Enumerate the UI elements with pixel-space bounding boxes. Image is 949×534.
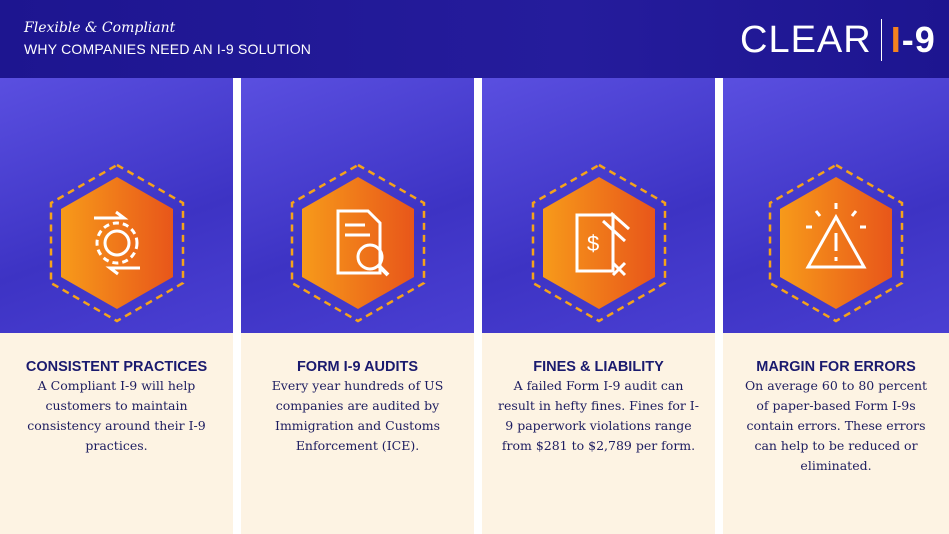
card-body: A failed Form I-9 audit can result in he… bbox=[498, 378, 699, 453]
card-title: FINES & LIABILITY bbox=[533, 359, 664, 375]
card-body: A Compliant I-9 will help customers to m… bbox=[27, 378, 206, 453]
page-title: WHY COMPANIES NEED AN I-9 SOLUTION bbox=[24, 41, 312, 57]
subtitle: Flexible & Compliant bbox=[24, 20, 176, 36]
card-3: $ FINES & LIABILITY A failed Form I-9 aud… bbox=[482, 78, 715, 534]
card-body: Every year hundreds of US companies are … bbox=[271, 378, 444, 453]
hands-gear-icon bbox=[49, 163, 184, 323]
svg-text:$: $ bbox=[587, 231, 599, 256]
card-title: FORM I-9 AUDITS bbox=[296, 359, 419, 375]
card-title: MARGIN FOR ERRORS bbox=[756, 359, 916, 375]
warning-icon bbox=[768, 163, 904, 323]
card-body: On average 60 to 80 percent of paper-bas… bbox=[744, 378, 928, 473]
document-gavel-icon: $ bbox=[531, 163, 666, 323]
card-4: MARGIN FOR ERRORS On average 60 to 80 per… bbox=[723, 78, 949, 534]
clear-i9-logo: CLEAR I-9 bbox=[740, 18, 936, 61]
card-title: CONSISTENT PRACTICES bbox=[25, 359, 208, 375]
header: Flexible & Compliant WHY COMPANIES NEED … bbox=[0, 0, 949, 78]
card-1: CONSISTENT PRACTICES A Compliant I-9 will… bbox=[0, 78, 233, 534]
document-search-icon bbox=[290, 163, 425, 323]
card-2: FORM I-9 AUDITS Every year hundreds of US… bbox=[241, 78, 474, 534]
